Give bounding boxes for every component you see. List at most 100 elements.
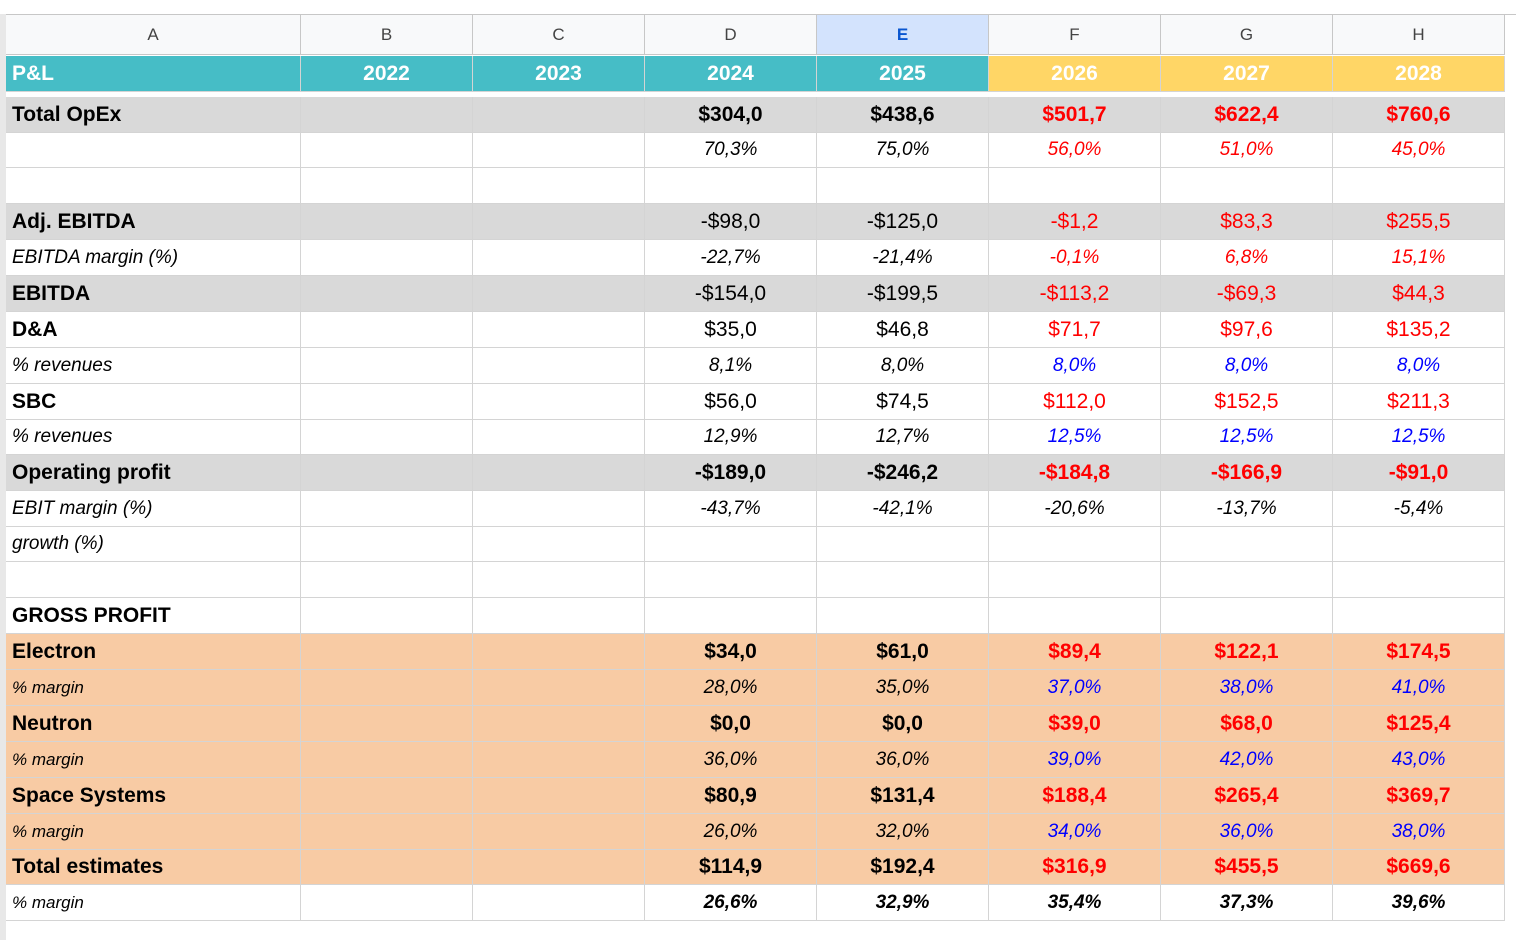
- cell-a10[interactable]: % revenues: [6, 348, 301, 384]
- cell-g22[interactable]: $265,4: [1161, 778, 1333, 814]
- cell-e24[interactable]: $192,4: [817, 850, 989, 885]
- cell-f5[interactable]: [989, 168, 1161, 204]
- cell-a2[interactable]: P&L: [6, 56, 301, 92]
- cell-g13[interactable]: -$166,9: [1161, 455, 1333, 491]
- cell-d15[interactable]: [645, 527, 817, 562]
- cell-f22[interactable]: $188,4: [989, 778, 1161, 814]
- cell-b12[interactable]: [301, 420, 473, 455]
- cell-g7[interactable]: 6,8%: [1161, 240, 1333, 276]
- cell-b14[interactable]: [301, 491, 473, 527]
- cell-b22[interactable]: [301, 778, 473, 814]
- cell-d5[interactable]: [645, 168, 817, 204]
- cell-d18[interactable]: $34,0: [645, 634, 817, 670]
- cell-h15[interactable]: [1333, 527, 1505, 562]
- cell-e21[interactable]: 36,0%: [817, 742, 989, 778]
- cell-a9[interactable]: D&A: [6, 312, 301, 348]
- cell-f16[interactable]: [989, 562, 1161, 598]
- cell-c15[interactable]: [473, 527, 645, 562]
- cell-a8[interactable]: EBITDA: [6, 276, 301, 312]
- cell-d8[interactable]: -$154,0: [645, 276, 817, 312]
- cell-g25[interactable]: 37,3%: [1161, 885, 1333, 921]
- cell-f2[interactable]: 2026: [989, 56, 1161, 92]
- cell-c23[interactable]: [473, 814, 645, 850]
- cell-f25[interactable]: 35,4%: [989, 885, 1161, 921]
- cell-b19[interactable]: [301, 670, 473, 706]
- cell-d2[interactable]: 2024: [645, 56, 817, 92]
- cell-f10[interactable]: 8,0%: [989, 348, 1161, 384]
- cell-b23[interactable]: [301, 814, 473, 850]
- cell-d13[interactable]: -$189,0: [645, 455, 817, 491]
- cell-g17[interactable]: [1161, 598, 1333, 634]
- cell-d3[interactable]: $304,0: [645, 97, 817, 133]
- cell-c25[interactable]: [473, 885, 645, 921]
- cell-g8[interactable]: -$69,3: [1161, 276, 1333, 312]
- cell-e9[interactable]: $46,8: [817, 312, 989, 348]
- cell-a16[interactable]: [6, 562, 301, 598]
- cell-c3[interactable]: [473, 97, 645, 133]
- cell-f6[interactable]: -$1,2: [989, 204, 1161, 240]
- cell-f18[interactable]: $89,4: [989, 634, 1161, 670]
- cell-c2[interactable]: 2023: [473, 56, 645, 92]
- cell-b8[interactable]: [301, 276, 473, 312]
- col-header-g[interactable]: G: [1161, 15, 1333, 55]
- cell-b18[interactable]: [301, 634, 473, 670]
- cell-f21[interactable]: 39,0%: [989, 742, 1161, 778]
- cell-c9[interactable]: [473, 312, 645, 348]
- cell-g19[interactable]: 38,0%: [1161, 670, 1333, 706]
- col-header-e[interactable]: E: [817, 15, 989, 55]
- col-header-c[interactable]: C: [473, 15, 645, 55]
- cell-c22[interactable]: [473, 778, 645, 814]
- cell-g14[interactable]: -13,7%: [1161, 491, 1333, 527]
- cell-h11[interactable]: $211,3: [1333, 384, 1505, 420]
- cell-e25[interactable]: 32,9%: [817, 885, 989, 921]
- cell-b6[interactable]: [301, 204, 473, 240]
- cell-d10[interactable]: 8,1%: [645, 348, 817, 384]
- cell-a4[interactable]: [6, 133, 301, 168]
- cell-h20[interactable]: $125,4: [1333, 706, 1505, 742]
- cell-e19[interactable]: 35,0%: [817, 670, 989, 706]
- cell-e2[interactable]: 2025: [817, 56, 989, 92]
- cell-c24[interactable]: [473, 850, 645, 885]
- cell-a3[interactable]: Total OpEx: [6, 97, 301, 133]
- cell-d17[interactable]: [645, 598, 817, 634]
- cell-h25[interactable]: 39,6%: [1333, 885, 1505, 921]
- cell-b25[interactable]: [301, 885, 473, 921]
- cell-g6[interactable]: $83,3: [1161, 204, 1333, 240]
- cell-h9[interactable]: $135,2: [1333, 312, 1505, 348]
- cell-b24[interactable]: [301, 850, 473, 885]
- cell-g23[interactable]: 36,0%: [1161, 814, 1333, 850]
- cell-a19[interactable]: % margin: [6, 670, 301, 706]
- cell-c21[interactable]: [473, 742, 645, 778]
- cell-b9[interactable]: [301, 312, 473, 348]
- cell-e23[interactable]: 32,0%: [817, 814, 989, 850]
- cell-a6[interactable]: Adj. EBITDA: [6, 204, 301, 240]
- cell-f9[interactable]: $71,7: [989, 312, 1161, 348]
- cell-b13[interactable]: [301, 455, 473, 491]
- cell-a17[interactable]: GROSS PROFIT: [6, 598, 301, 634]
- cell-d21[interactable]: 36,0%: [645, 742, 817, 778]
- cell-h17[interactable]: [1333, 598, 1505, 634]
- cell-a18[interactable]: Electron: [6, 634, 301, 670]
- cell-b16[interactable]: [301, 562, 473, 598]
- cell-c13[interactable]: [473, 455, 645, 491]
- cell-a7[interactable]: EBITDA margin (%): [6, 240, 301, 276]
- cell-e16[interactable]: [817, 562, 989, 598]
- cell-e17[interactable]: [817, 598, 989, 634]
- cell-a24[interactable]: Total estimates: [6, 850, 301, 885]
- cell-b3[interactable]: [301, 97, 473, 133]
- cell-e4[interactable]: 75,0%: [817, 133, 989, 168]
- col-header-d[interactable]: D: [645, 15, 817, 55]
- cell-a25[interactable]: % margin: [6, 885, 301, 921]
- cell-h18[interactable]: $174,5: [1333, 634, 1505, 670]
- cell-e12[interactable]: 12,7%: [817, 420, 989, 455]
- cell-c20[interactable]: [473, 706, 645, 742]
- cell-c8[interactable]: [473, 276, 645, 312]
- cell-g3[interactable]: $622,4: [1161, 97, 1333, 133]
- cell-e13[interactable]: -$246,2: [817, 455, 989, 491]
- cell-h5[interactable]: [1333, 168, 1505, 204]
- cell-h6[interactable]: $255,5: [1333, 204, 1505, 240]
- cell-g24[interactable]: $455,5: [1161, 850, 1333, 885]
- col-header-h[interactable]: H: [1333, 15, 1505, 55]
- cell-e18[interactable]: $61,0: [817, 634, 989, 670]
- cell-f17[interactable]: [989, 598, 1161, 634]
